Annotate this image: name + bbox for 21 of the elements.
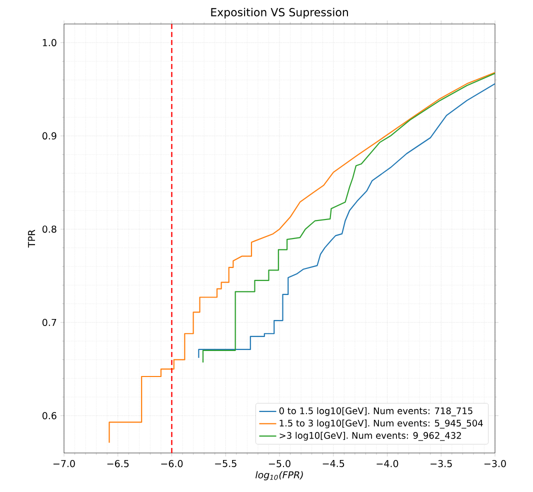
line-series xyxy=(108,72,495,444)
y-tick-label: 0.6 xyxy=(42,412,56,420)
x-axis-title: log$_{10}$(FPR) xyxy=(256,471,303,480)
x-tick-label: −4.5 xyxy=(322,460,344,468)
x-tick-label: −3.5 xyxy=(430,460,452,468)
x-tick-label: −7.0 xyxy=(53,460,75,468)
x-tick-label: −6.5 xyxy=(107,460,129,468)
y-tick-label: 0.9 xyxy=(42,132,56,140)
x-tick-label: −3.0 xyxy=(484,460,506,468)
legend-label: 1.5 to 3 log10[GeV]. Num events: 5_945_504 xyxy=(280,420,483,429)
legend-label: >3 log10[GeV]. Num events: 9_962_432 xyxy=(280,432,461,441)
y-tick-label: 0.8 xyxy=(42,226,56,233)
x-tick-label: −4.0 xyxy=(376,460,398,468)
y-tick-label: 0.7 xyxy=(42,318,56,326)
x-tick-label: −5.5 xyxy=(215,460,236,468)
y-tick-label: 1.0 xyxy=(42,39,56,46)
chart-title: Exposition VS Supression xyxy=(211,8,348,18)
x-tick-label: −6.0 xyxy=(161,460,183,468)
legend-label: 0 to 1.5 log10[GeV]. Num events: 718_715 xyxy=(279,407,472,416)
x-tick-label: −5.0 xyxy=(268,460,290,468)
y-axis-title: TPR xyxy=(28,230,35,248)
